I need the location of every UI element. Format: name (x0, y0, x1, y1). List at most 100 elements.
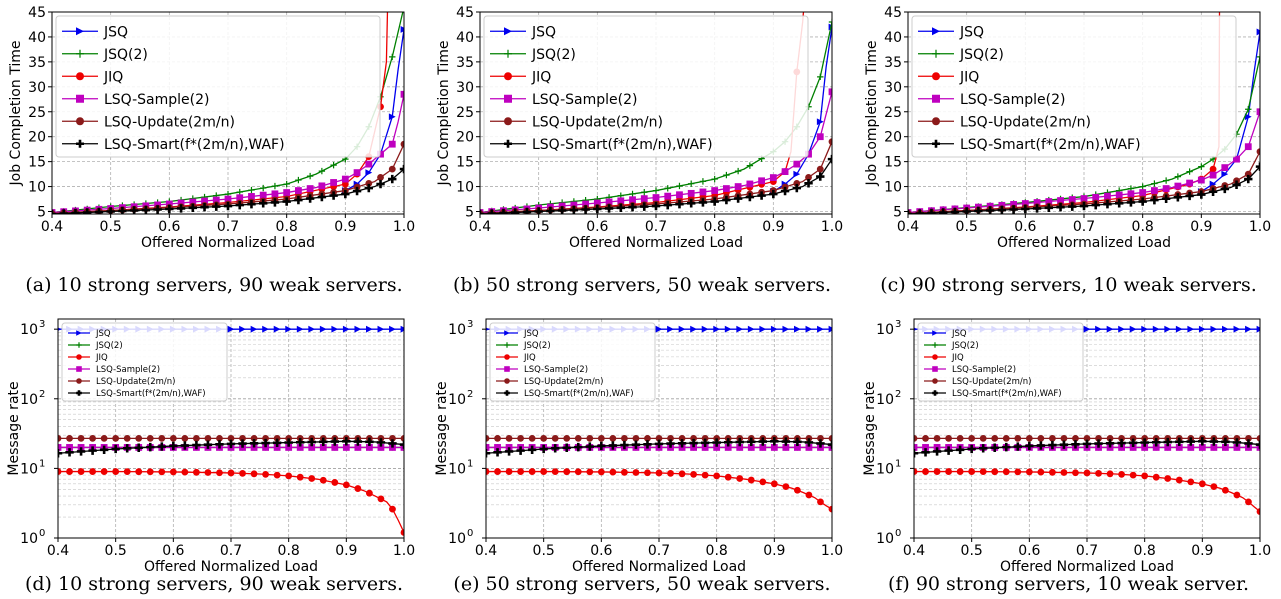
data-point (933, 434, 941, 442)
data-point (1152, 473, 1160, 481)
legend-swatch-marker (504, 49, 512, 58)
data-point (551, 434, 559, 442)
y-tick-label: 45 (456, 5, 474, 21)
data-point (574, 468, 582, 476)
legend-entry-label: JSQ(2) (95, 341, 123, 351)
legend-swatch-marker (932, 72, 940, 81)
data-point (1014, 468, 1022, 476)
data-point (1255, 162, 1260, 171)
data-point (212, 202, 221, 211)
data-point (1174, 182, 1182, 190)
data-point (331, 325, 339, 333)
data-point (724, 325, 732, 333)
data-point (922, 444, 929, 451)
data-point (318, 182, 326, 190)
legend-swatch-marker (76, 378, 82, 384)
data-point (1044, 203, 1053, 213)
data-point (586, 434, 594, 442)
data-point (1129, 444, 1137, 451)
x-axis-label: Offered Normalized Load (141, 235, 315, 251)
data-point (1232, 180, 1241, 189)
y-tick-exponent: 1 (895, 458, 901, 469)
legend-swatch-marker (504, 342, 510, 348)
data-point (817, 73, 824, 81)
data-point (106, 207, 115, 214)
legend: JSQ JSQ(2) JIQ LSQ-Sample(2) LSQ-Update(2m/n… (911, 15, 1237, 158)
legend-swatch-marker (504, 72, 512, 81)
legend-entry-label: JSQ(2) (959, 47, 1004, 63)
data-point (956, 468, 964, 475)
data-point (250, 325, 258, 333)
data-point (1187, 478, 1195, 486)
data-point (330, 437, 339, 446)
x-tick-label: 0.9 (1190, 219, 1212, 235)
data-point (540, 434, 548, 442)
data-point (329, 191, 338, 200)
data-point (235, 200, 244, 210)
data-point (620, 440, 629, 450)
data-point (146, 468, 154, 476)
data-point (1115, 191, 1123, 199)
data-point (711, 175, 718, 183)
legend-entry-label: JSQ(2) (523, 341, 551, 351)
data-point (1079, 201, 1089, 211)
data-point (1037, 468, 1045, 476)
legend-swatch-marker (76, 366, 82, 372)
data-point (236, 194, 244, 202)
data-point (238, 439, 247, 448)
data-point (129, 206, 139, 214)
data-point (306, 185, 314, 192)
y-tick-label: 25 (28, 105, 46, 121)
data-point (1141, 472, 1149, 480)
data-point (366, 489, 373, 497)
chart-panel-d: 0.4 0.5 0.6 0.7 0.8 0.9 1.0 10 0 10 1 10 2 10 3 Offered… (0, 305, 420, 580)
legend-swatch-marker (932, 330, 938, 336)
data-point (1233, 444, 1241, 451)
data-point (1126, 198, 1136, 207)
data-point (1245, 325, 1252, 333)
data-point (123, 434, 131, 442)
data-point (1163, 437, 1172, 447)
data-point (1139, 183, 1146, 190)
x-tick-label: 0.7 (217, 219, 239, 235)
data-point (770, 437, 779, 446)
chart-c: 0.4 0.5 0.6 0.7 0.8 0.9 1.0 5 10 15 20 25 30 35 40 45 Of… (864, 5, 1271, 251)
x-tick-label: 1.0 (1249, 543, 1271, 559)
legend-entry-label: JSQ (951, 329, 967, 339)
data-point (212, 196, 220, 204)
data-point (652, 187, 660, 194)
data-point (273, 325, 281, 333)
data-point (621, 468, 628, 476)
data-point (687, 189, 695, 197)
data-point (643, 440, 652, 449)
data-point (1082, 439, 1092, 449)
data-point (569, 205, 579, 214)
data-point (319, 325, 327, 333)
data-point (816, 172, 825, 181)
data-point (1025, 468, 1033, 476)
data-point (376, 179, 385, 189)
y-tick-label: 5 (465, 205, 474, 221)
x-tick-label: 0.6 (586, 219, 608, 235)
data-point (248, 186, 255, 194)
data-point (296, 473, 304, 481)
legend-box (911, 15, 1237, 158)
y-tick-exponent: 2 (895, 389, 901, 400)
data-point (710, 197, 719, 206)
data-point (667, 325, 674, 333)
data-point (805, 491, 813, 499)
data-point (933, 468, 941, 475)
data-point (827, 440, 832, 449)
data-point (557, 206, 567, 214)
y-tick-exponent: 3 (39, 319, 45, 330)
caption-c: (c) 90 strong servers, 10 weak servers. (880, 274, 1257, 296)
data-point (758, 177, 765, 185)
data-point (759, 444, 767, 451)
data-point (377, 150, 384, 158)
data-point (317, 192, 327, 202)
data-point (701, 444, 709, 451)
legend-entry-label: LSQ-Sample(2) (960, 92, 1065, 108)
data-point (1245, 434, 1252, 442)
data-point (1071, 440, 1080, 449)
